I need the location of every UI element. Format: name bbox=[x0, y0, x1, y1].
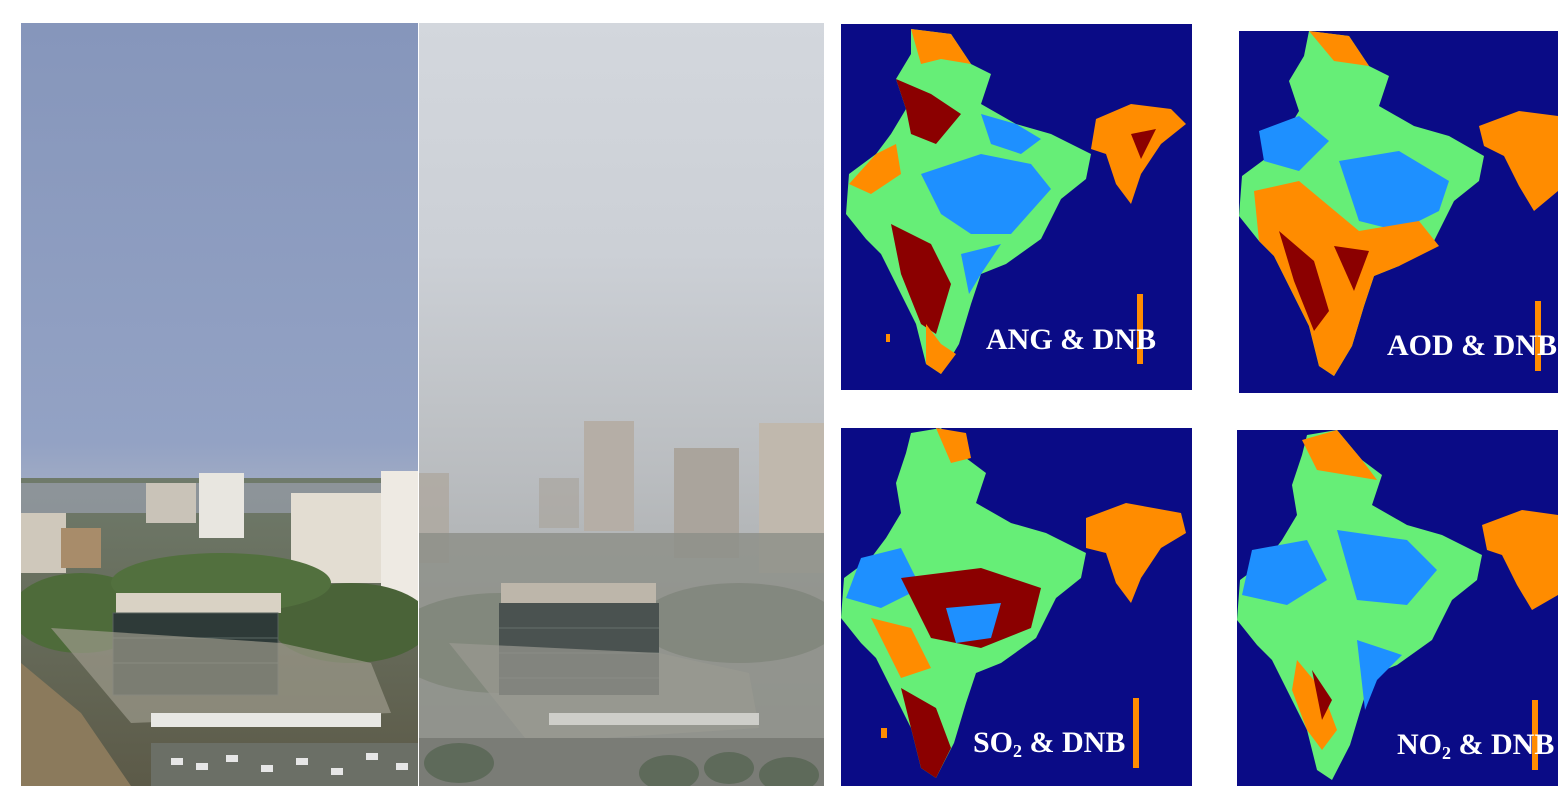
map-label-no2-dnb: NO2 & DNB bbox=[1397, 728, 1555, 763]
map-ang-dnb: ANG & DNB bbox=[841, 24, 1192, 390]
map-label-ang-dnb: ANG & DNB bbox=[986, 323, 1157, 356]
map-aod-dnb: AOD & DNB bbox=[1239, 31, 1558, 393]
clear-day-city-photo bbox=[21, 23, 418, 786]
smoggy-day-city-photo bbox=[419, 23, 824, 786]
map-so2-dnb: SO2 & DNB bbox=[841, 428, 1192, 786]
map-label-so2-dnb: SO2 & DNB bbox=[973, 726, 1126, 761]
map-no2-dnb: NO2 & DNB bbox=[1237, 430, 1558, 786]
map-label-aod-dnb: AOD & DNB bbox=[1387, 329, 1558, 362]
